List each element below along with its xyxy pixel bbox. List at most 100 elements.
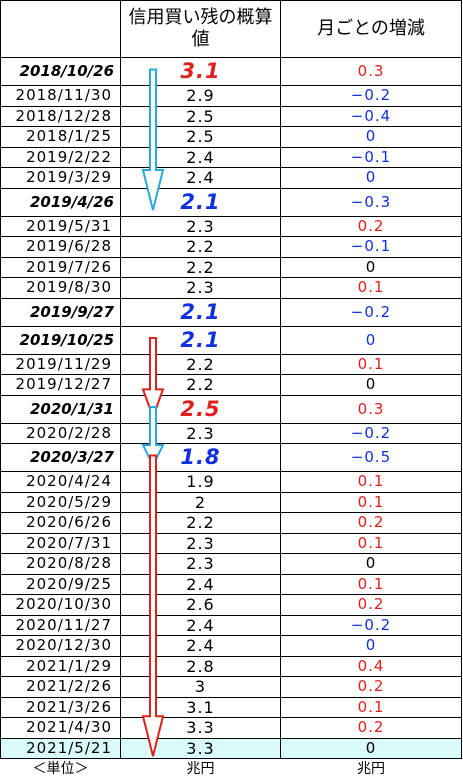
value-cell: 3.3 (121, 738, 281, 759)
value-cell: 3.1 (121, 58, 281, 86)
change-cell: 0.1 (281, 278, 462, 299)
change-cell: 0 (281, 326, 462, 354)
date-cell: 2018/10/26 (1, 58, 121, 86)
date-cell: 2019/12/27 (1, 375, 121, 396)
change-cell: 0.2 (281, 718, 462, 739)
date-cell: 2019/7/26 (1, 257, 121, 278)
date-cell: 2019/9/27 (1, 298, 121, 326)
date-cell: 2019/11/29 (1, 354, 121, 375)
change-cell: −0.2 (281, 615, 462, 636)
value-cell: 2.4 (121, 574, 281, 595)
change-cell: 0 (281, 375, 462, 396)
value-cell: 2.4 (121, 147, 281, 168)
date-cell: 2021/1/29 (1, 656, 121, 677)
date-cell: 2020/4/24 (1, 472, 121, 493)
value-cell: 2.5 (121, 106, 281, 127)
change-cell: 0 (281, 257, 462, 278)
date-cell: 2019/6/28 (1, 237, 121, 258)
change-cell: −0.5 (281, 444, 462, 472)
change-cell: 0.1 (281, 354, 462, 375)
date-cell: 2020/9/25 (1, 574, 121, 595)
date-cell: 2019/3/29 (1, 168, 121, 189)
change-cell: 0 (281, 127, 462, 148)
change-cell: 0.3 (281, 395, 462, 423)
change-cell: −0.3 (281, 188, 462, 216)
value-cell: 2.3 (121, 423, 281, 444)
date-cell: 2020/12/30 (1, 636, 121, 657)
date-cell: 2019/2/22 (1, 147, 121, 168)
date-cell: 2018/1/25 (1, 127, 121, 148)
date-cell: 2020/5/29 (1, 492, 121, 513)
date-cell: 2021/5/21 (1, 738, 121, 759)
date-cell: 2019/10/25 (1, 326, 121, 354)
value-cell: 2.3 (121, 554, 281, 575)
change-cell: 0.1 (281, 533, 462, 554)
value-cell: 3.1 (121, 697, 281, 718)
unit-col2: 兆円 (121, 759, 281, 779)
value-cell: 2.3 (121, 216, 281, 237)
change-cell: 0.1 (281, 697, 462, 718)
change-cell: 0.1 (281, 492, 462, 513)
change-cell: −0.2 (281, 86, 462, 107)
value-cell: 2.2 (121, 375, 281, 396)
value-cell: 2.2 (121, 237, 281, 258)
value-cell: 2.5 (121, 127, 281, 148)
header-monthly-change: 月ごとの増減 (281, 1, 462, 58)
value-cell: 2.4 (121, 636, 281, 657)
value-cell: 3 (121, 677, 281, 698)
change-cell: −0.1 (281, 237, 462, 258)
date-cell: 2021/4/30 (1, 718, 121, 739)
change-cell: 0 (281, 168, 462, 189)
value-cell: 1.8 (121, 444, 281, 472)
date-cell: 2020/7/31 (1, 533, 121, 554)
unit-label: ＜単位＞ (1, 759, 121, 779)
change-cell: 0 (281, 636, 462, 657)
value-cell: 2 (121, 492, 281, 513)
value-cell: 2.6 (121, 595, 281, 616)
value-cell: 2.1 (121, 298, 281, 326)
value-cell: 2.1 (121, 326, 281, 354)
date-cell: 2020/11/27 (1, 615, 121, 636)
date-cell: 2021/3/26 (1, 697, 121, 718)
value-cell: 2.2 (121, 513, 281, 534)
value-cell: 2.2 (121, 257, 281, 278)
change-cell: −0.2 (281, 423, 462, 444)
value-cell: 3.3 (121, 718, 281, 739)
value-cell: 2.4 (121, 615, 281, 636)
change-cell: −0.1 (281, 147, 462, 168)
date-cell: 2019/4/26 (1, 188, 121, 216)
date-cell: 2018/11/30 (1, 86, 121, 107)
change-cell: 0.2 (281, 677, 462, 698)
date-cell: 2020/2/28 (1, 423, 121, 444)
change-cell: 0.4 (281, 656, 462, 677)
date-cell: 2019/5/31 (1, 216, 121, 237)
change-cell: −0.4 (281, 106, 462, 127)
change-cell: 0.2 (281, 513, 462, 534)
change-cell: 0.2 (281, 216, 462, 237)
